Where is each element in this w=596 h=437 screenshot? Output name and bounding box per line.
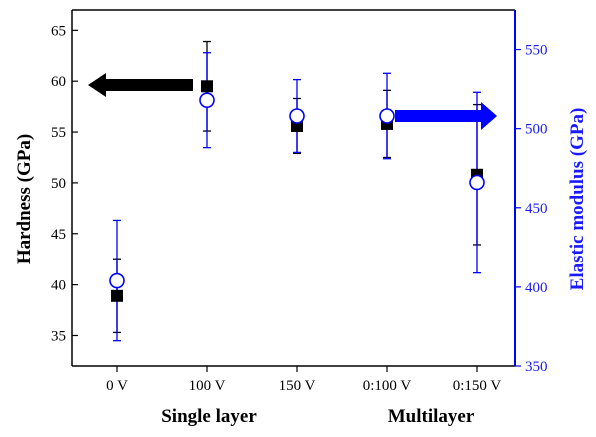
modulus-point: [379, 108, 395, 124]
left-tick-label: 45: [51, 227, 66, 243]
left-arrow-annotation: [88, 73, 193, 97]
right-tick-label: 550: [525, 43, 548, 59]
hardness-point: [111, 289, 123, 302]
modulus-point: [469, 174, 485, 191]
right-tick-label: 400: [525, 280, 548, 296]
right-tick-label: 500: [525, 122, 548, 138]
modulus-point: [199, 92, 215, 108]
x-tick-label: 0:100 V: [363, 378, 412, 394]
left-tick-label: 55: [51, 125, 66, 141]
plot-layer: 35 40 45 50 55 60 65 350 400 450 500 550 0 V 100 V 150…: [51, 9, 548, 394]
left-tick-label: 65: [51, 23, 66, 39]
x-tick-label: 0 V: [106, 378, 128, 394]
right-tick-label: 450: [525, 201, 548, 217]
modulus-point: [289, 108, 305, 124]
left-tick-label: 40: [51, 278, 66, 294]
left-axis-label: Hardness (GPa): [14, 134, 35, 264]
group-label-multilayer: Multilayer: [388, 406, 475, 427]
x-tick-label: 150 V: [279, 378, 316, 394]
left-tick-label: 50: [51, 176, 66, 192]
x-tick-label: 0:150 V: [453, 378, 502, 394]
group-label-single-layer: Single layer: [161, 406, 257, 427]
left-tick-label: 35: [51, 328, 66, 344]
modulus-point: [109, 272, 125, 289]
right-tick-label: 350: [525, 359, 548, 375]
x-tick-label: 100 V: [189, 378, 226, 394]
hardness-point: [201, 80, 213, 93]
right-axis-label: Elastic modulus (GPa): [567, 108, 588, 291]
right-arrow-annotation: [395, 102, 497, 130]
left-tick-label: 60: [51, 74, 66, 90]
